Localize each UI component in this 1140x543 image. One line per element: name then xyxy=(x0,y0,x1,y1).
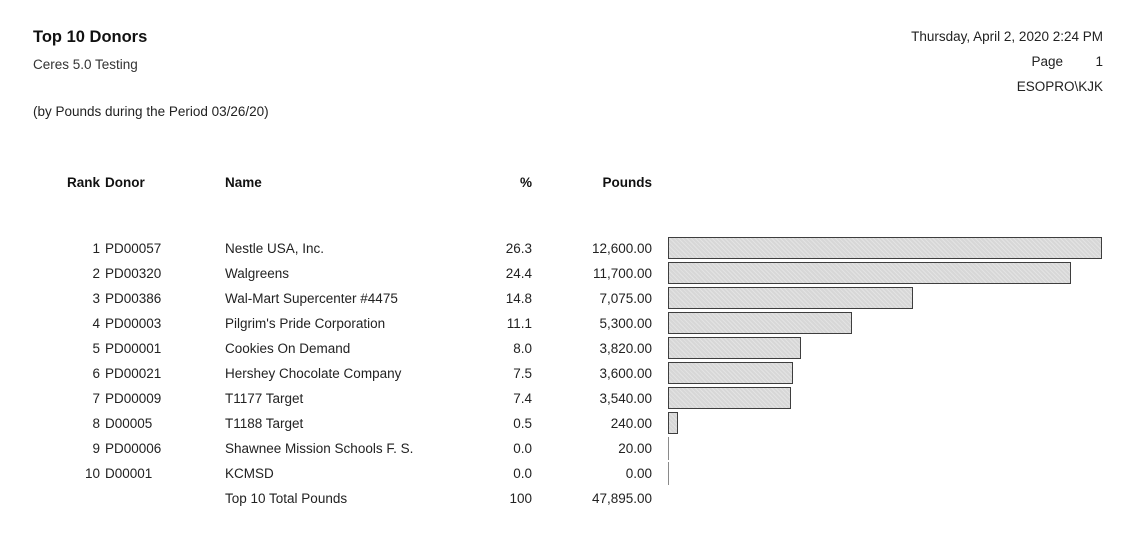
pounds-cell: 0.00 xyxy=(625,466,652,481)
pounds-bar xyxy=(668,287,913,309)
rank-cell: 3 xyxy=(92,291,100,306)
pounds-cell: 11,700.00 xyxy=(592,266,652,281)
rank-cell: 10 xyxy=(84,466,100,481)
percent-cell: 26.3 xyxy=(505,241,532,256)
donor-cell: PD00009 xyxy=(105,391,162,406)
rank-cell: 7 xyxy=(92,391,100,406)
donor-cell: PD00386 xyxy=(105,291,162,306)
column-header-donor: Donor xyxy=(105,175,145,190)
donor-row: 4 PD00003 Pilgrim's Pride Corporation 11.1 5… xyxy=(0,311,1140,336)
name-cell: T1177 Target xyxy=(225,391,304,406)
pounds-cell: 12,600.00 xyxy=(591,241,652,256)
donor-cell: PD00320 xyxy=(105,266,162,281)
report-user: ESOPRO\KJK xyxy=(1016,79,1103,94)
donor-cell xyxy=(105,486,220,511)
column-header-pounds: Pounds xyxy=(602,175,653,190)
percent-cell: 7.4 xyxy=(513,391,532,406)
rank-cell: 6 xyxy=(92,366,100,381)
percent-cell: 14.8 xyxy=(505,291,532,306)
donor-row: 9 PD00006 Shawnee Mission Schools F. S. 0.0… xyxy=(0,436,1140,461)
percent-cell: 0.0 xyxy=(513,466,532,481)
pounds-bar xyxy=(668,412,679,434)
rank-cell: 9 xyxy=(92,441,100,456)
pounds-bar xyxy=(668,462,669,485)
table-body: 1 PD00057 Nestle USA, Inc. 26.3 12,600.00 2 PD… xyxy=(0,236,1140,511)
page-number: 1 xyxy=(1095,54,1103,69)
pounds-cell: 3,600.00 xyxy=(599,366,652,381)
column-header-rank: Rank xyxy=(66,175,100,190)
pounds-cell: 7,075.00 xyxy=(599,291,652,306)
report-title: Top 10 Donors xyxy=(33,28,148,46)
report-datetime: Thursday, April 2, 2020 2:24 PM xyxy=(911,29,1103,44)
rank-cell: 8 xyxy=(92,416,100,431)
pounds-bar xyxy=(668,262,1072,284)
pounds-bar xyxy=(668,237,1102,259)
name-cell: KCMSD xyxy=(225,466,274,481)
name-cell: Nestle USA, Inc. xyxy=(225,241,325,256)
rank-cell: 1 xyxy=(92,241,100,256)
percent-cell: 8.0 xyxy=(513,341,532,356)
donor-row: 5 PD00001 Cookies On Demand 8.0 3,820.00 xyxy=(0,336,1140,361)
donor-cell: D00001 xyxy=(105,466,153,481)
report-period-line: (by Pounds during the Period 03/26/20) xyxy=(33,104,269,119)
column-header-percent: % xyxy=(519,175,532,190)
percent-cell: 11.1 xyxy=(506,316,532,331)
pounds-cell: 240.00 xyxy=(610,416,652,431)
donor-row: 3 PD00386 Wal-Mart Supercenter #4475 14.8 7,… xyxy=(0,286,1140,311)
report-subtitle: Ceres 5.0 Testing xyxy=(33,57,138,72)
donor-cell: PD00006 xyxy=(105,441,162,456)
donor-row: 7 PD00009 T1177 Target 7.4 3,540.00 xyxy=(0,386,1140,411)
pounds-cell: 3,540.00 xyxy=(599,391,652,406)
percent-cell: 7.5 xyxy=(513,366,532,381)
page-label: Page xyxy=(1031,54,1063,69)
donor-row: 1 PD00057 Nestle USA, Inc. 26.3 12,600.00 xyxy=(0,236,1140,261)
rank-cell: 4 xyxy=(92,316,100,331)
percent-cell: 24.4 xyxy=(505,266,532,281)
pounds-bar xyxy=(668,337,801,359)
pounds-bar xyxy=(668,312,852,334)
pounds-bar xyxy=(668,437,669,460)
name-cell: Shawnee Mission Schools F. S. xyxy=(225,441,414,456)
rank-cell: 2 xyxy=(92,266,100,281)
percent-cell: 100 xyxy=(509,491,532,506)
donor-cell: PD00057 xyxy=(105,241,162,256)
pounds-bar xyxy=(668,362,794,384)
name-cell: Wal-Mart Supercenter #4475 xyxy=(225,291,398,306)
pounds-cell: 3,820.00 xyxy=(599,341,652,356)
name-cell: Cookies On Demand xyxy=(225,341,351,356)
table-header-row: Rank Donor Name % Pounds xyxy=(0,170,1140,195)
percent-cell: 0.0 xyxy=(513,441,532,456)
donor-row: 2 PD00320 Walgreens 24.4 11,700.00 xyxy=(0,261,1140,286)
donor-row: 10 D00001 KCMSD 0.0 0.00 xyxy=(0,461,1140,486)
name-cell: Top 10 Total Pounds xyxy=(225,491,348,506)
donor-cell: PD00021 xyxy=(105,366,162,381)
column-header-name: Name xyxy=(225,175,262,190)
page-indicator: Page 1 xyxy=(1031,54,1103,69)
rank-cell xyxy=(40,486,100,511)
donor-row: 8 D00005 T1188 Target 0.5 240.00 xyxy=(0,411,1140,436)
pounds-cell: 47,895.00 xyxy=(591,491,652,506)
rank-cell: 5 xyxy=(92,341,100,356)
donor-row: 6 PD00021 Hershey Chocolate Company 7.5 3,60… xyxy=(0,361,1140,386)
name-cell: Hershey Chocolate Company xyxy=(225,366,402,381)
donor-cell: D00005 xyxy=(105,416,153,431)
name-cell: Pilgrim's Pride Corporation xyxy=(225,316,386,331)
donor-cell: PD00001 xyxy=(105,341,162,356)
pounds-cell: 5,300.00 xyxy=(599,316,652,331)
pounds-bar xyxy=(668,387,792,409)
pounds-cell: 20.00 xyxy=(618,441,652,456)
total-row: Top 10 Total Pounds 100 47,895.00 xyxy=(0,486,1140,511)
name-cell: Walgreens xyxy=(225,266,290,281)
name-cell: T1188 Target xyxy=(225,416,304,431)
percent-cell: 0.5 xyxy=(513,416,532,431)
donor-cell: PD00003 xyxy=(105,316,162,331)
